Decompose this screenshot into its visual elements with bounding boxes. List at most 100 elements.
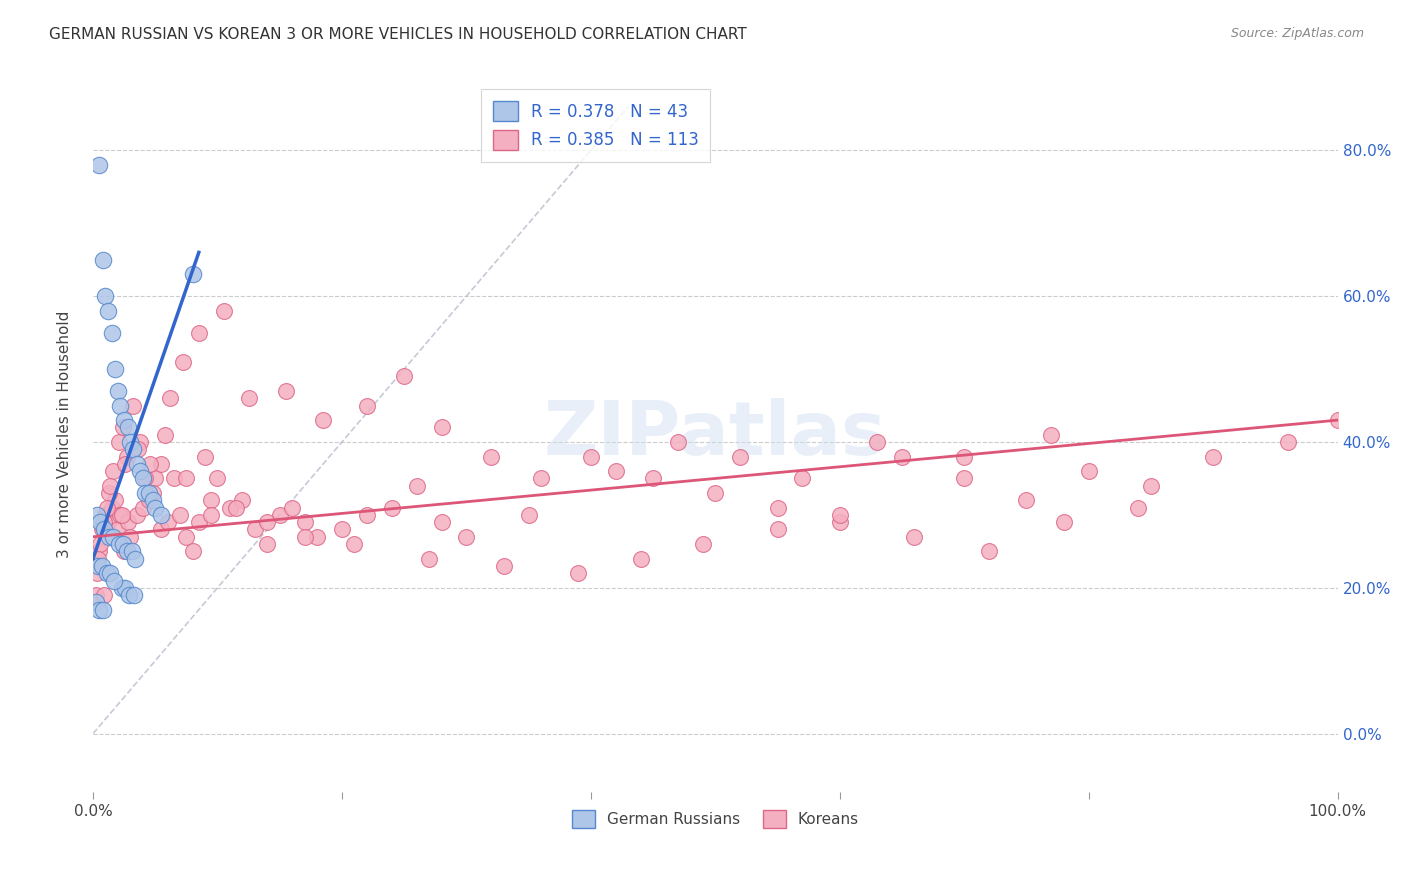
Point [630,551,652,566]
Point [231,493,253,508]
Point [84,595,107,609]
Point [150,508,173,522]
Point [176,530,198,544]
Point [1128,500,1150,515]
Point [132,471,155,485]
Point [294,530,316,544]
Point [114,457,136,471]
Point [159,391,181,405]
Text: Source: ZipAtlas.com: Source: ZipAtlas.com [1230,27,1364,40]
Point [96,500,118,515]
Point [111,420,134,434]
Point [98,486,121,500]
Y-axis label: 3 or more Vehicles in Household: 3 or more Vehicles in Household [58,311,72,558]
Point [89,603,111,617]
Point [103,574,125,588]
Point [150,457,173,471]
Point [87,551,110,566]
Legend: German Russians, Koreans: German Russians, Koreans [565,804,865,834]
Point [953,471,976,485]
Point [579,450,602,464]
Point [91,523,114,537]
Point [356,508,378,522]
Point [200,508,222,522]
Point [125,508,148,522]
Point [86,508,108,522]
Point [118,588,141,602]
Point [256,537,278,551]
Point [381,500,404,515]
Point [187,326,209,340]
Point [704,486,727,500]
Point [312,413,335,427]
Point [121,442,143,457]
Point [101,464,124,478]
Point [294,515,316,529]
Point [90,523,112,537]
Point [194,450,217,464]
Point [98,530,121,544]
Point [117,420,139,434]
Point [172,355,194,369]
Point [100,326,122,340]
Point [112,413,135,427]
Point [108,435,131,450]
Point [692,537,714,551]
Point [100,500,122,515]
Point [124,551,146,566]
Point [110,508,132,522]
Point [142,486,165,500]
Point [127,442,149,457]
Point [112,544,135,558]
Point [125,457,148,471]
Point [108,537,131,551]
Point [187,515,209,529]
Point [84,588,107,602]
Point [225,500,247,515]
Point [110,399,132,413]
Text: ZIPatlas: ZIPatlas [544,398,887,471]
Point [891,450,914,464]
Point [728,450,751,464]
Point [156,515,179,529]
Point [87,558,110,573]
Point [94,508,117,522]
Point [114,581,136,595]
Point [143,500,166,515]
Point [256,515,278,529]
Point [238,391,260,405]
Point [530,471,553,485]
Point [1040,427,1063,442]
Point [89,158,111,172]
Point [97,303,120,318]
Point [343,537,366,551]
Point [567,566,589,581]
Point [479,450,502,464]
Point [866,435,889,450]
Point [94,289,117,303]
Point [96,566,118,581]
Point [176,471,198,485]
Point [1140,479,1163,493]
Point [517,508,540,522]
Point [903,530,925,544]
Point [766,523,789,537]
Point [356,399,378,413]
Point [766,500,789,515]
Point [138,493,160,508]
Point [792,471,814,485]
Point [163,471,186,485]
Point [120,530,142,544]
Point [134,471,156,485]
Point [100,479,122,493]
Point [142,493,165,508]
Point [93,515,115,529]
Point [139,457,162,471]
Point [120,435,142,450]
Point [418,551,440,566]
Point [456,530,478,544]
Point [269,508,291,522]
Point [89,515,111,529]
Point [430,515,453,529]
Point [953,450,976,464]
